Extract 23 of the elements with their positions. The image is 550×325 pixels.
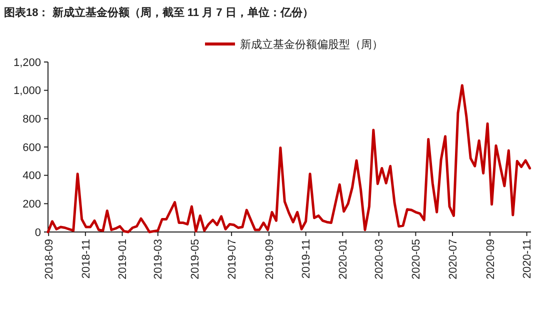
x-tick-label: 2020-03 — [374, 239, 386, 280]
y-tick-label: 1,200 — [13, 56, 41, 69]
y-tick-label: 800 — [22, 114, 41, 126]
x-tick-label: 2020-05 — [410, 239, 423, 280]
y-tick-label: 0 — [34, 226, 41, 239]
x-tick-label: 2020-07 — [447, 239, 460, 280]
y-tick-label: 600 — [22, 142, 41, 154]
legend-label: 新成立基金份额偏股型（周） — [240, 38, 383, 51]
x-tick-label: 2019-03 — [152, 239, 165, 280]
y-tick-label: 400 — [22, 170, 41, 182]
x-tick-label: 2020-11 — [522, 239, 534, 279]
y-tick-label: 1,000 — [13, 85, 41, 98]
x-tick-label: 2019-09 — [264, 239, 276, 280]
x-tick-label: 2018-09 — [43, 239, 56, 280]
x-tick-label: 2020-01 — [337, 239, 350, 280]
x-tick-label: 2020-09 — [484, 239, 497, 280]
x-tick-label: 2019-07 — [226, 239, 238, 280]
x-tick-label: 2019-11 — [300, 239, 313, 279]
x-tick-label: 2018-11 — [80, 239, 92, 279]
y-tick-label: 200 — [22, 198, 41, 211]
chart-title: 图表18： 新成立基金份额（周，截至 11 月 7 日，单位：亿份） — [4, 6, 314, 19]
x-tick-label: 2019-05 — [190, 239, 202, 280]
x-tick-label: 2019-01 — [117, 239, 130, 280]
